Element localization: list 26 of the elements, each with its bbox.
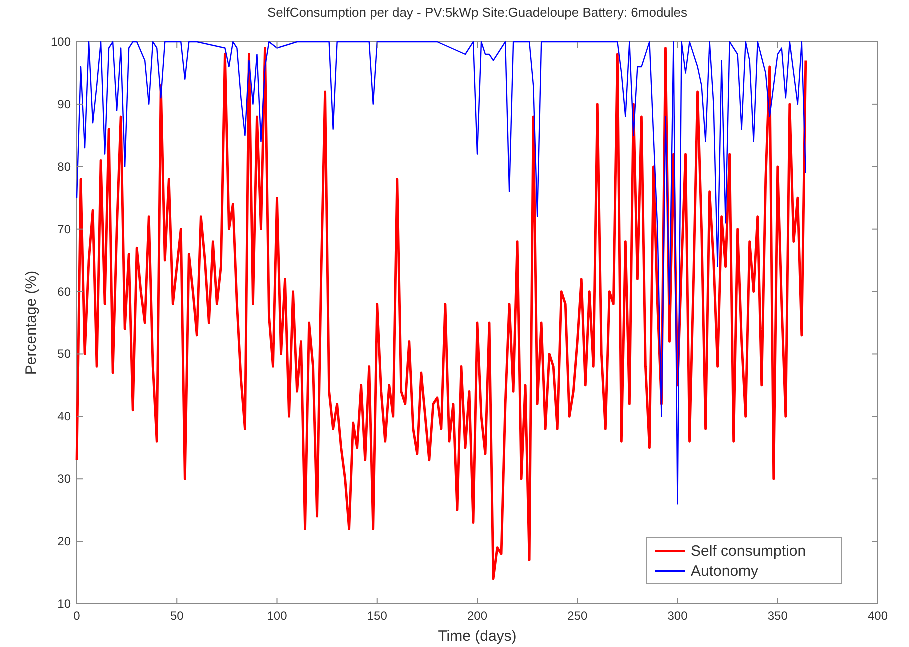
- y-tick-label: 50: [58, 347, 72, 362]
- x-tick-label: 50: [170, 609, 184, 623]
- x-tick-label: 350: [768, 609, 788, 623]
- y-tick-label: 30: [58, 472, 72, 486]
- y-tick-label: 90: [58, 97, 72, 112]
- y-tick-label: 10: [58, 597, 72, 611]
- legend-label: Self consumption: [691, 543, 806, 560]
- y-tick-label: 70: [58, 222, 72, 236]
- y-tick-label: 40: [58, 410, 72, 424]
- x-axis-title: Time (days): [438, 628, 517, 645]
- x-tick-label: 150: [367, 609, 388, 623]
- y-axis-title: Percentage (%): [23, 270, 40, 376]
- y-tick-label: 20: [58, 534, 72, 549]
- legend-label: Autonomy: [691, 563, 760, 580]
- y-tick-label: 100: [50, 35, 72, 49]
- x-tick-label: 100: [267, 609, 288, 623]
- y-tick-label: 60: [58, 284, 72, 299]
- y-tick-label: 80: [58, 160, 72, 174]
- x-tick-label: 250: [568, 609, 588, 623]
- line-series: [76, 41, 807, 505]
- chart-title: SelfConsumption per day - PV:5kWp Site:Guadeloupe Battery: 6modules: [267, 5, 688, 20]
- line-series: [76, 47, 808, 580]
- x-tick-label: 200: [467, 609, 488, 623]
- x-tick-label: 300: [668, 609, 688, 623]
- x-tick-label: 400: [868, 609, 888, 623]
- x-tick-label: 0: [74, 609, 81, 623]
